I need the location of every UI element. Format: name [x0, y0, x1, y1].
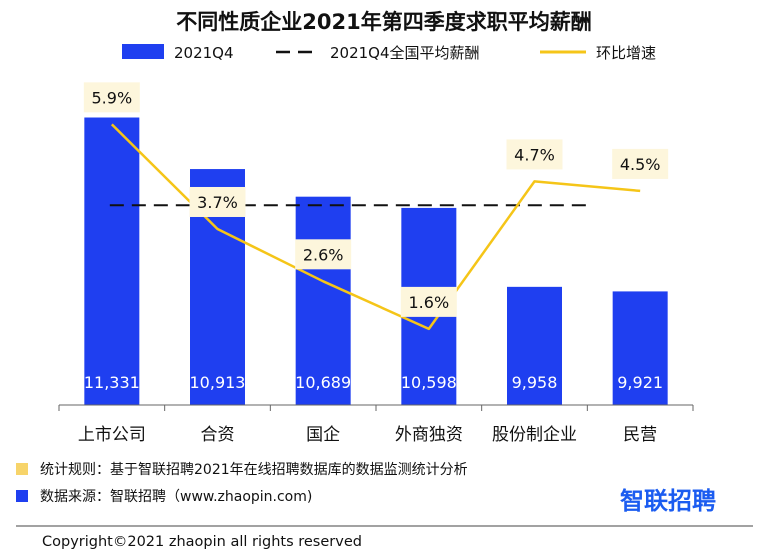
bar-5	[507, 286, 562, 405]
bar-value-label-1: 11,331	[84, 373, 140, 392]
category-label-3: 国企	[306, 425, 340, 445]
growth-label-3: 2.6%	[303, 245, 344, 264]
bar-6	[612, 291, 668, 405]
bar-value-label-6: 9,921	[617, 373, 663, 392]
bar-value-label-5: 9,958	[512, 373, 558, 392]
legend-label-bar: 2021Q4	[174, 44, 234, 62]
growth-label-box-4	[400, 286, 457, 317]
bar-series: 11,331 10,913 10,689 10,598 9,958 9,921	[84, 117, 668, 405]
source-marker	[16, 490, 28, 502]
rule-marker	[16, 463, 28, 475]
growth-label-5: 4.7%	[514, 145, 555, 164]
category-label-4: 外商独资	[395, 425, 463, 445]
bar-1	[84, 117, 140, 405]
x-axis: 上市公司 合资 国企 外商独资 股份制企业 民营	[58, 404, 694, 445]
bar-3	[295, 196, 351, 405]
growth-label-6: 4.5%	[620, 155, 661, 174]
growth-label-box-6	[612, 148, 669, 179]
brand-logo: 智联招聘	[620, 487, 716, 515]
chart-title: 不同性质企业2021年第四季度求职平均薪酬	[176, 10, 591, 34]
legend: 2021Q4 2021Q4全国平均薪酬 环比增速	[122, 44, 656, 62]
growth-label-box-3	[295, 239, 352, 270]
category-label-6: 民营	[623, 425, 657, 445]
rule-text: 统计规则：基于智联招聘2021年在线招聘数据库的数据监测统计分析	[40, 461, 468, 478]
bar-value-label-2: 10,913	[190, 373, 246, 392]
growth-label-4: 1.6%	[409, 293, 450, 312]
growth-label-box-5	[506, 139, 563, 170]
source-text: 数据来源：智联招聘（www.zhaopin.com)	[40, 489, 312, 505]
growth-label-2: 3.7%	[197, 193, 238, 212]
copyright-text: Copyright©2021 zhaopin all rights reserv…	[42, 534, 362, 550]
bar-value-label-4: 10,598	[401, 373, 457, 392]
footer: 统计规则：基于智联招聘2021年在线招聘数据库的数据监测统计分析 数据来源：智联…	[16, 461, 753, 550]
category-label-1: 上市公司	[78, 425, 146, 445]
growth-label-1: 5.9%	[92, 88, 133, 107]
legend-label-reference: 2021Q4全国平均薪酬	[330, 44, 480, 62]
growth-label-box-2	[189, 186, 246, 217]
growth-label-box-1	[83, 82, 140, 113]
category-label-5: 股份制企业	[492, 425, 577, 445]
legend-label-growth: 环比增速	[596, 44, 656, 62]
legend-swatch-bar	[122, 44, 164, 59]
category-label-2: 合资	[201, 425, 235, 445]
bar-value-label-3: 10,689	[295, 373, 351, 392]
growth-rate-series: 5.9% 3.7% 2.6% 1.6% 4.7% 4.5%	[83, 82, 669, 331]
